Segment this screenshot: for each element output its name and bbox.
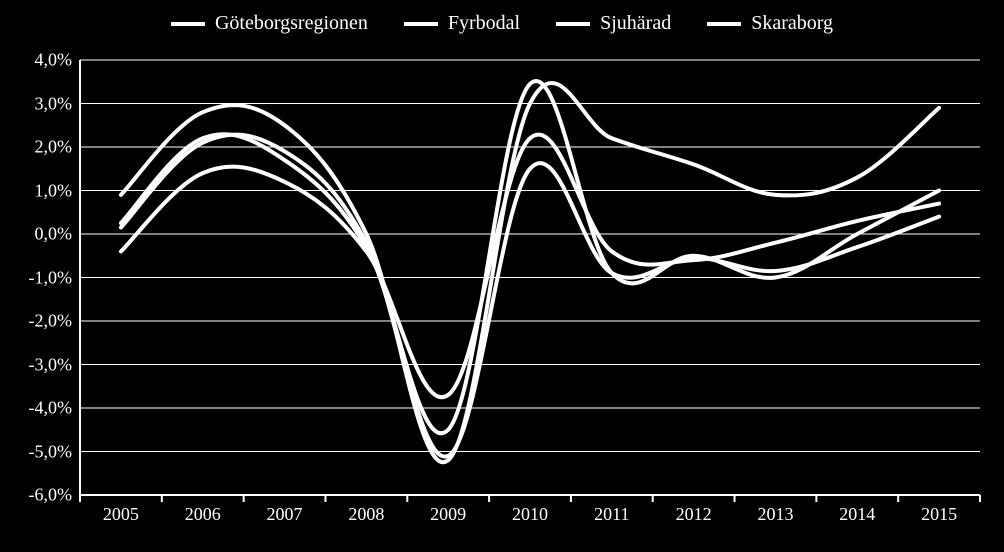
chart-container: Göteborgsregionen Fyrbodal Sjuhärad Skar… bbox=[0, 0, 1004, 552]
plot-area bbox=[0, 0, 1004, 552]
